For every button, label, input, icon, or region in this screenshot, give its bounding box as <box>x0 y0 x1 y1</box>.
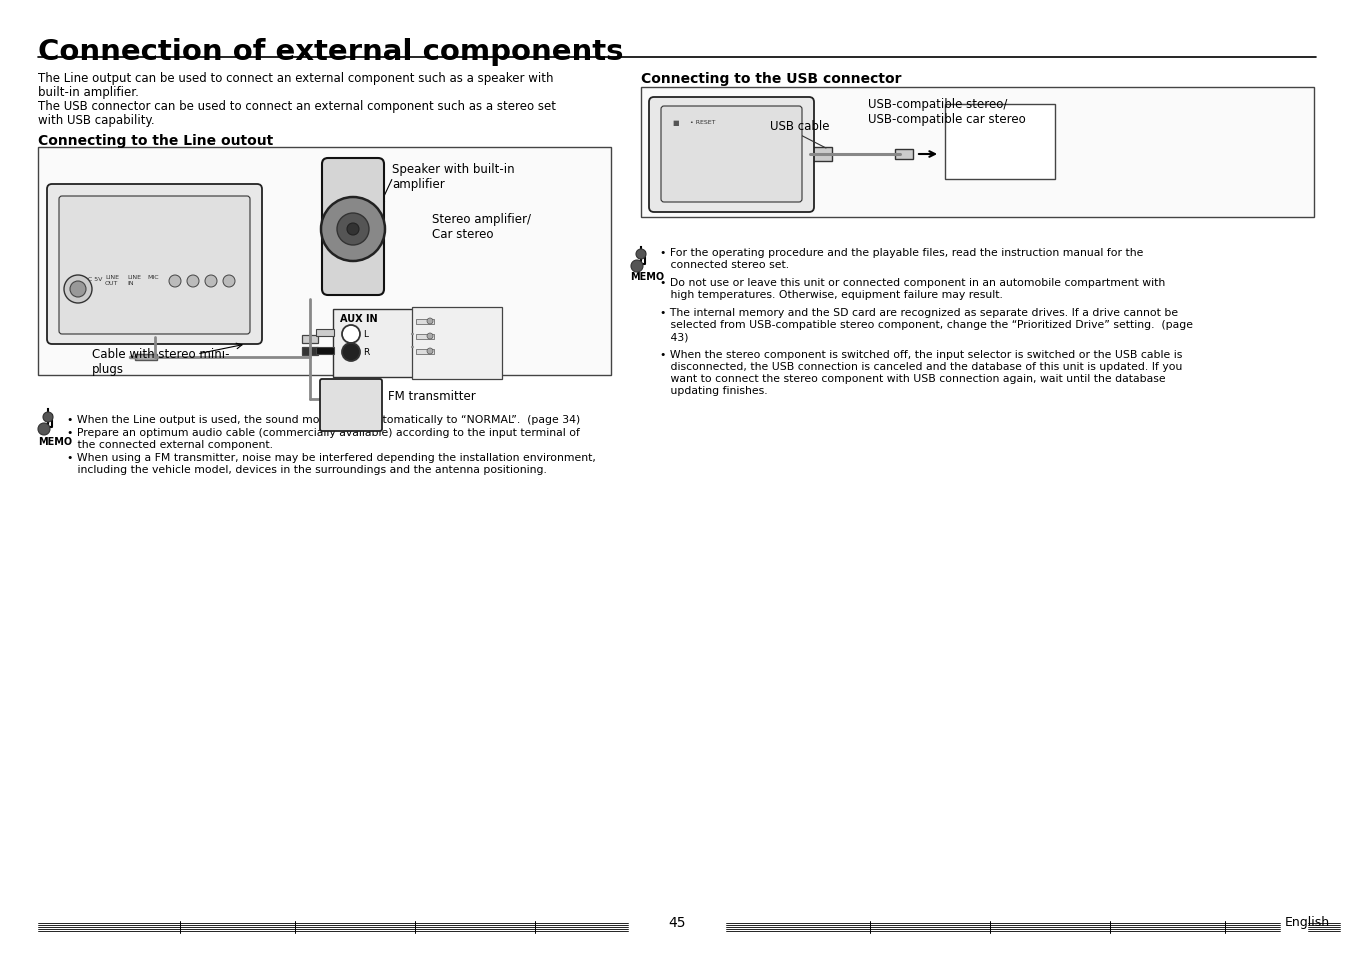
Text: Connecting to the Line outout: Connecting to the Line outout <box>38 133 274 148</box>
Bar <box>812 148 831 162</box>
FancyBboxPatch shape <box>649 98 814 213</box>
Bar <box>249 299 259 317</box>
Circle shape <box>343 326 360 344</box>
Text: disconnected, the USB connection is canceled and the database of this unit is up: disconnected, the USB connection is canc… <box>659 361 1182 372</box>
Text: USB-compatible stereo/
USB-compatible car stereo: USB-compatible stereo/ USB-compatible ca… <box>868 98 1026 126</box>
Bar <box>302 335 318 344</box>
Circle shape <box>631 261 643 273</box>
Text: The USB connector can be used to connect an external component such as a stereo : The USB connector can be used to connect… <box>38 100 556 112</box>
Circle shape <box>223 275 236 288</box>
Text: The Line output can be used to connect an external component such as a speaker w: The Line output can be used to connect a… <box>38 71 554 85</box>
Text: • Prepare an optimum audio cable (commercially available) according to the input: • Prepare an optimum audio cable (commer… <box>66 428 580 437</box>
Text: • When the stereo component is switched off, the input selector is switched or t: • When the stereo component is switched … <box>659 350 1182 359</box>
Circle shape <box>427 318 433 325</box>
Text: with USB capability.: with USB capability. <box>38 113 154 127</box>
Text: connected stereo set.: connected stereo set. <box>659 260 789 270</box>
Text: R: R <box>363 348 370 356</box>
Circle shape <box>64 275 92 304</box>
Text: AUX IN: AUX IN <box>340 314 378 324</box>
Circle shape <box>337 213 370 246</box>
Bar <box>315 348 334 355</box>
FancyBboxPatch shape <box>60 196 250 335</box>
Bar <box>640 88 1313 218</box>
Text: Cable with stereo mini-
plugs: Cable with stereo mini- plugs <box>92 348 229 375</box>
Bar <box>416 350 435 355</box>
Bar <box>190 294 196 303</box>
FancyBboxPatch shape <box>322 159 385 295</box>
Circle shape <box>204 275 217 288</box>
Circle shape <box>38 423 50 436</box>
Circle shape <box>70 282 87 297</box>
Text: • When using a FM transmitter, noise may be interfered depending the installatio: • When using a FM transmitter, noise may… <box>66 453 596 462</box>
Text: • When the Line output is used, the sound mode is set automatically to “NORMAL”.: • When the Line output is used, the soun… <box>66 415 581 424</box>
Bar <box>249 322 259 334</box>
Text: ■: ■ <box>672 120 678 126</box>
Text: LINE
IN: LINE IN <box>127 274 141 286</box>
Text: USB cable: USB cable <box>770 120 830 132</box>
Text: want to connect the stereo component with USB connection again, wait until the d: want to connect the stereo component wit… <box>659 374 1166 384</box>
Text: FM transmitter: FM transmitter <box>389 390 475 402</box>
Bar <box>135 355 157 360</box>
Bar <box>171 294 179 303</box>
Circle shape <box>636 250 646 260</box>
Text: updating finishes.: updating finishes. <box>659 386 768 395</box>
Circle shape <box>321 198 385 262</box>
Text: the connected external component.: the connected external component. <box>66 439 274 450</box>
Text: /: / <box>356 397 362 412</box>
Text: Speaker with built-in
amplifier: Speaker with built-in amplifier <box>393 163 515 191</box>
Circle shape <box>343 344 360 361</box>
Text: L: L <box>363 330 368 338</box>
Text: high temperatures. Otherwise, equipment failure may result.: high temperatures. Otherwise, equipment … <box>659 290 1003 299</box>
Bar <box>302 348 318 355</box>
Text: 45: 45 <box>669 915 685 929</box>
FancyBboxPatch shape <box>47 185 263 345</box>
Text: LINE
OUT: LINE OUT <box>106 274 119 286</box>
FancyBboxPatch shape <box>320 379 382 432</box>
Text: including the vehicle model, devices in the surroundings and the antenna positio: including the vehicle model, devices in … <box>66 464 547 475</box>
Circle shape <box>43 413 53 422</box>
Bar <box>416 335 435 339</box>
Text: • The internal memory and the SD card are recognized as separate drives. If a dr: • The internal memory and the SD card ar… <box>659 308 1178 317</box>
Circle shape <box>169 275 181 288</box>
Text: Connection of external components: Connection of external components <box>38 38 623 66</box>
Text: Connecting to the USB connector: Connecting to the USB connector <box>640 71 902 86</box>
Bar <box>315 330 334 336</box>
Circle shape <box>347 224 359 235</box>
Circle shape <box>187 275 199 288</box>
Text: English: English <box>1285 916 1330 928</box>
Text: built-in amplifier.: built-in amplifier. <box>38 86 139 99</box>
Bar <box>412 308 502 379</box>
Text: MEMO: MEMO <box>38 436 72 447</box>
Bar <box>416 319 435 325</box>
Text: MEMO: MEMO <box>630 272 663 282</box>
Circle shape <box>427 349 433 355</box>
Bar <box>225 294 233 303</box>
Text: f: f <box>343 174 347 185</box>
Text: • RESET: • RESET <box>691 120 715 125</box>
FancyBboxPatch shape <box>661 107 802 203</box>
Text: selected from USB-compatible stereo component, change the “Prioritized Drive” se: selected from USB-compatible stereo comp… <box>659 319 1193 330</box>
Text: /: / <box>360 405 366 418</box>
Text: 43): 43) <box>659 332 688 341</box>
Text: • Do not use or leave this unit or connected component in an automobile compartm: • Do not use or leave this unit or conne… <box>659 277 1166 288</box>
Text: DC 5V: DC 5V <box>83 276 103 282</box>
Bar <box>895 150 913 160</box>
Text: Stereo amplifier/
Car stereo: Stereo amplifier/ Car stereo <box>432 213 531 241</box>
Bar <box>97 272 168 307</box>
Bar <box>38 148 611 375</box>
Bar <box>207 294 215 303</box>
Bar <box>806 148 814 162</box>
Bar <box>333 310 413 377</box>
Circle shape <box>427 334 433 339</box>
Bar <box>670 112 745 150</box>
Text: • For the operating procedure and the playable files, read the instruction manua: • For the operating procedure and the pl… <box>659 248 1143 257</box>
Text: MIC: MIC <box>148 274 158 280</box>
Bar <box>945 105 1055 180</box>
